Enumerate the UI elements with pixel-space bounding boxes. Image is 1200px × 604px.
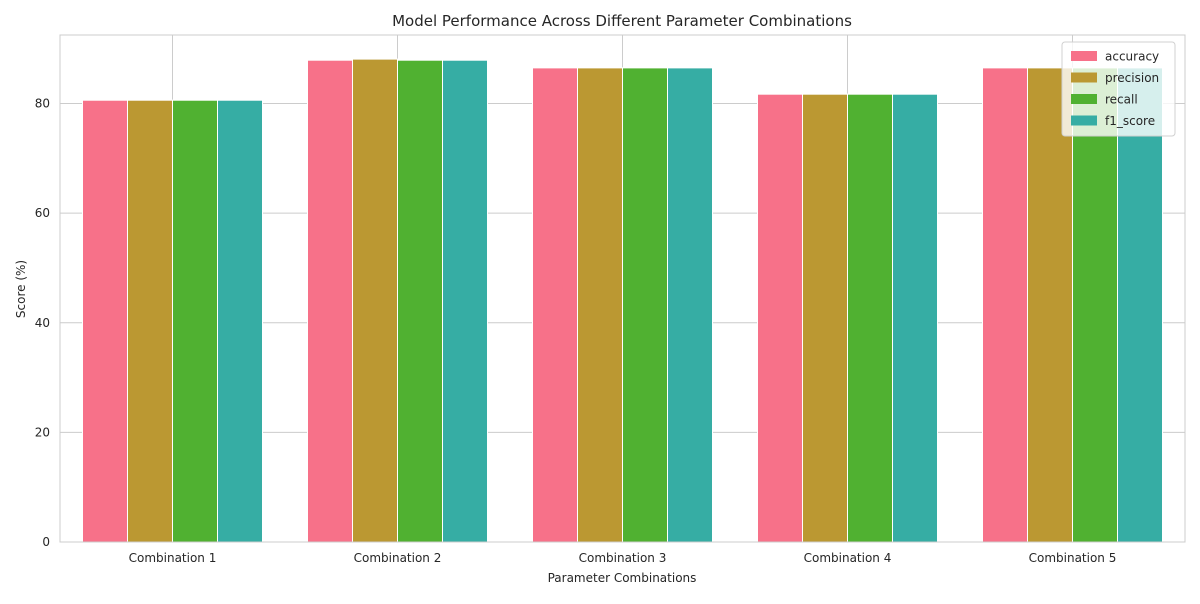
legend-swatch-accuracy <box>1071 51 1097 61</box>
bar-accuracy <box>82 99 128 543</box>
x-tick-label: Combination 4 <box>804 551 892 565</box>
x-axis-label: Parameter Combinations <box>548 571 697 585</box>
bar-recall <box>1072 67 1118 543</box>
bar-f1_score <box>217 99 263 543</box>
y-tick-label: 20 <box>35 425 50 439</box>
legend-box <box>1061 41 1176 137</box>
legend-swatch-f1_score <box>1071 115 1097 126</box>
bar-precision <box>802 93 848 543</box>
bar-f1_score <box>892 93 938 543</box>
bar-f1_score <box>442 59 488 543</box>
legend-label-accuracy: accuracy <box>1105 50 1159 64</box>
legend-swatch-precision <box>1071 72 1097 83</box>
plot-area: 0 20 40 60 80 Combination 1 Combination 2 Combi… <box>35 34 1186 565</box>
bar-recall <box>172 99 218 543</box>
legend: accuracy precision recall f1_score <box>1061 41 1176 137</box>
plot-border <box>59 34 1186 543</box>
bar-precision <box>577 67 623 543</box>
x-tick-label: Combination 3 <box>579 551 667 565</box>
legend-swatch-recall <box>1071 94 1097 104</box>
bar-precision <box>127 99 173 543</box>
bar-recall <box>397 59 443 543</box>
y-axis-label: Score (%) <box>14 260 28 318</box>
bar-recall <box>847 93 893 543</box>
bar-accuracy <box>307 59 353 543</box>
y-tick-label: 40 <box>35 316 50 330</box>
y-tick-label: 80 <box>35 97 50 111</box>
chart-title: Model Performance Across Different Param… <box>392 12 852 30</box>
bar-accuracy <box>532 67 578 543</box>
legend-label-f1_score: f1_score <box>1105 114 1155 128</box>
y-tick-label: 60 <box>35 206 50 220</box>
bar-f1_score <box>667 67 713 543</box>
x-tick-label: Combination 1 <box>129 551 217 565</box>
legend-label-recall: recall <box>1105 93 1138 107</box>
bar-precision <box>1027 67 1073 543</box>
x-tick-label: Combination 2 <box>354 551 442 565</box>
x-tick-label: Combination 5 <box>1029 551 1117 565</box>
bar-precision <box>352 58 398 543</box>
bar-accuracy <box>757 93 803 543</box>
y-tick-label: 0 <box>42 535 50 549</box>
bar-accuracy <box>982 67 1028 543</box>
bar-recall <box>622 67 668 543</box>
bar-f1_score <box>1117 67 1163 543</box>
legend-label-precision: precision <box>1105 71 1159 85</box>
